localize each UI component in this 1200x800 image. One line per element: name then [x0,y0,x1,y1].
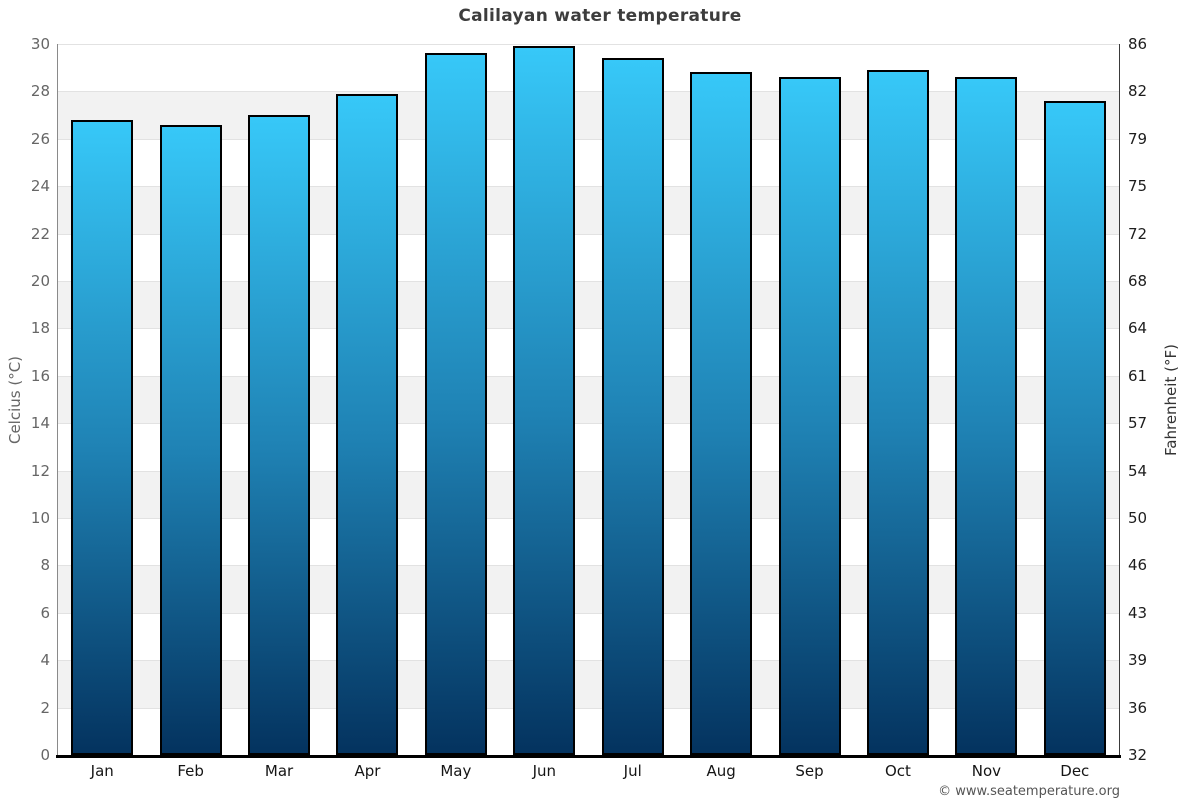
background-band [58,138,1119,187]
ytick-celsius-18: 18 [30,319,50,338]
bar-apr [336,93,399,755]
right-axis-line [1119,44,1120,756]
background-band [58,91,1119,139]
bar-aug [690,72,753,755]
plot-area [58,44,1119,755]
xtick-aug: Aug [706,762,736,780]
gridline [58,375,1119,377]
bar-feb [159,124,222,755]
bar-jun [513,46,576,755]
xtick-oct: Oct [884,762,911,780]
background-band [58,565,1119,613]
gridline [58,707,1119,709]
x-axis-baseline [56,755,1121,758]
ytick-celsius-12: 12 [30,461,50,480]
gridline [58,138,1119,140]
gridline [58,423,1119,425]
xtick-mar: Mar [264,762,294,780]
xtick-may: May [440,762,472,780]
ytick-fahrenheit-57: 57 [1128,414,1148,433]
ytick-celsius-10: 10 [30,509,50,527]
chart-title: Calilayan water temperature [458,6,742,26]
ytick-fahrenheit-43: 43 [1128,603,1148,622]
xtick-jan: Jan [90,762,114,780]
xtick-jul: Jul [623,762,642,780]
bar-mar [248,115,311,755]
bar-jan [71,119,134,755]
ytick-celsius-4: 4 [40,651,50,670]
gridline [58,470,1119,472]
ytick-celsius-22: 22 [30,224,50,243]
gridline [58,565,1119,567]
bar-oct [866,70,929,755]
ytick-fahrenheit-54: 54 [1128,461,1148,480]
ytick-fahrenheit-86: 86 [1128,35,1148,53]
background-band [58,328,1119,376]
ytick-celsius-2: 2 [40,698,50,717]
xtick-nov: Nov [971,762,1001,780]
gridline [58,233,1119,235]
ytick-fahrenheit-36: 36 [1128,698,1148,717]
bar-jul [601,58,664,755]
ytick-celsius-28: 28 [30,82,50,101]
gridline [58,281,1119,282]
bar-nov [955,77,1018,755]
xtick-jun: Jun [532,762,556,780]
background-band [58,186,1119,234]
ytick-celsius-16: 16 [30,366,50,385]
xtick-dec: Dec [1060,762,1090,780]
background-band [58,707,1119,755]
ytick-celsius-8: 8 [40,556,50,575]
background-band [58,44,1119,92]
bar-may [424,53,487,755]
ytick-fahrenheit-82: 82 [1128,82,1148,101]
ytick-fahrenheit-61: 61 [1128,366,1148,385]
ytick-celsius-6: 6 [40,603,50,622]
bar-dec [1043,100,1106,755]
ytick-celsius-0: 0 [40,746,50,764]
xtick-apr: Apr [354,762,381,780]
bar-sep [778,77,841,755]
ytick-fahrenheit-46: 46 [1128,556,1148,575]
gridline [58,328,1119,330]
gridline [58,44,1119,45]
ytick-fahrenheit-72: 72 [1128,224,1148,243]
gridline [58,612,1119,614]
background-band [58,518,1119,566]
background-band [58,281,1119,329]
copyright-footer: © www.seatemperature.org [938,784,1120,799]
gridline [58,91,1119,93]
gridline [58,518,1119,519]
ytick-celsius-24: 24 [30,177,50,196]
background-band [58,375,1119,424]
xtick-feb: Feb [177,762,204,780]
ytick-celsius-30: 30 [30,35,50,53]
background-band [58,612,1119,661]
ytick-fahrenheit-50: 50 [1128,509,1148,527]
background-band [58,233,1119,281]
left-axis-line [57,44,58,756]
ytick-celsius-14: 14 [30,414,50,433]
xtick-sep: Sep [795,762,824,780]
gridline [58,186,1119,188]
ytick-fahrenheit-79: 79 [1128,129,1148,148]
ytick-fahrenheit-64: 64 [1128,319,1148,338]
background-band [58,423,1119,471]
background-band [58,470,1119,518]
ytick-fahrenheit-68: 68 [1128,272,1148,290]
gridline [58,660,1119,662]
ytick-fahrenheit-39: 39 [1128,651,1148,670]
ytick-celsius-20: 20 [30,272,50,290]
ytick-fahrenheit-32: 32 [1128,746,1148,764]
background-band [58,660,1119,708]
ytick-celsius-26: 26 [30,129,50,148]
ytick-fahrenheit-75: 75 [1128,177,1148,196]
